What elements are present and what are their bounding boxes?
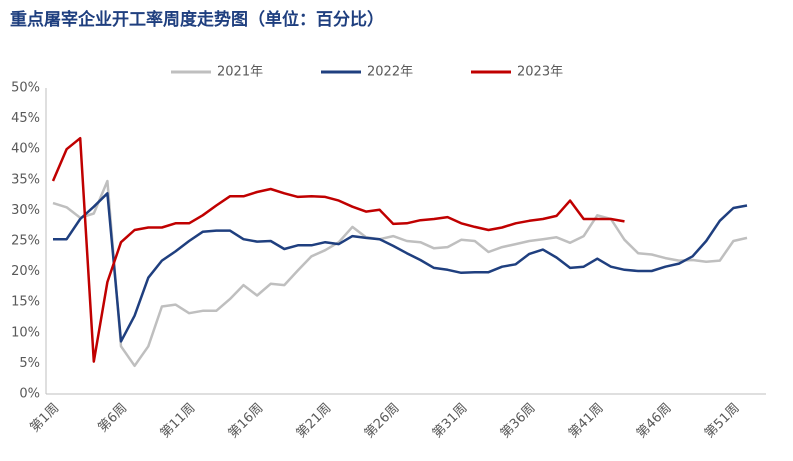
x-tick-label: 第46周 [634,401,675,442]
chart-title: 重点屠宰企业开工率周度走势图（单位：百分比） [10,9,384,30]
x-tick-label: 第31周 [430,401,471,442]
legend-label: 2023年 [517,65,563,80]
x-tick-label: 第36周 [498,401,539,442]
y-tick-label: 20% [11,264,40,279]
y-tick-label: 25% [11,234,40,249]
y-tick-label: 40% [11,142,40,157]
x-tick-label: 第26周 [362,401,403,442]
x-tick-label: 第1周 [27,401,62,436]
legend-label: 2021年 [217,65,263,80]
y-tick-label: 50% [11,81,40,96]
y-tick-label: 45% [11,111,40,126]
x-tick-label: 第51周 [702,401,743,442]
y-tick-label: 0% [19,387,40,402]
x-tick-label: 第21周 [294,401,335,442]
y-tick-label: 10% [11,325,40,340]
series-line [52,179,748,368]
x-tick-label: 第41周 [566,401,607,442]
series-line [53,192,748,343]
y-tick-label: 30% [11,203,40,218]
x-tick-label: 第6周 [95,401,130,436]
legend-label: 2022年 [367,65,413,80]
x-tick-label: 第11周 [158,401,199,442]
x-tick-label: 第16周 [226,401,267,442]
y-tick-label: 5% [19,356,40,371]
series-line [51,136,625,363]
y-tick-label: 35% [11,172,40,187]
y-tick-label: 15% [11,295,40,310]
